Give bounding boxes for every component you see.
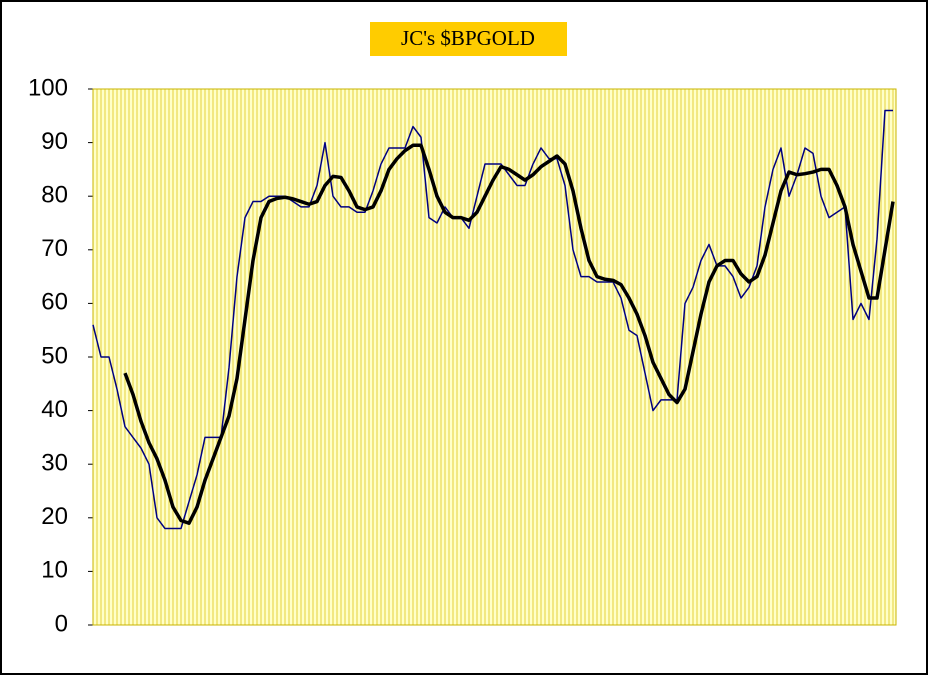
chart-title: JC's $BPGOLD — [401, 26, 535, 50]
y-tick-label: 10 — [41, 557, 68, 584]
y-tick-label: 0 — [55, 610, 68, 637]
y-tick-label: 20 — [41, 503, 68, 530]
y-tick-label: 50 — [41, 342, 68, 369]
series-line — [123, 143, 895, 525]
plot-border — [92, 88, 897, 626]
series-line — [92, 109, 893, 530]
vertical-grid — [96, 89, 894, 625]
y-tick-label: 90 — [41, 128, 68, 155]
y-tick-label: 100 — [28, 74, 68, 101]
y-tick-label: 70 — [41, 235, 68, 262]
title-box — [370, 22, 567, 56]
y-tick-label: 30 — [41, 450, 68, 477]
y-tick-label: 60 — [41, 289, 68, 316]
y-tick-label: 80 — [41, 182, 68, 209]
y-tick-label: 40 — [41, 396, 68, 423]
